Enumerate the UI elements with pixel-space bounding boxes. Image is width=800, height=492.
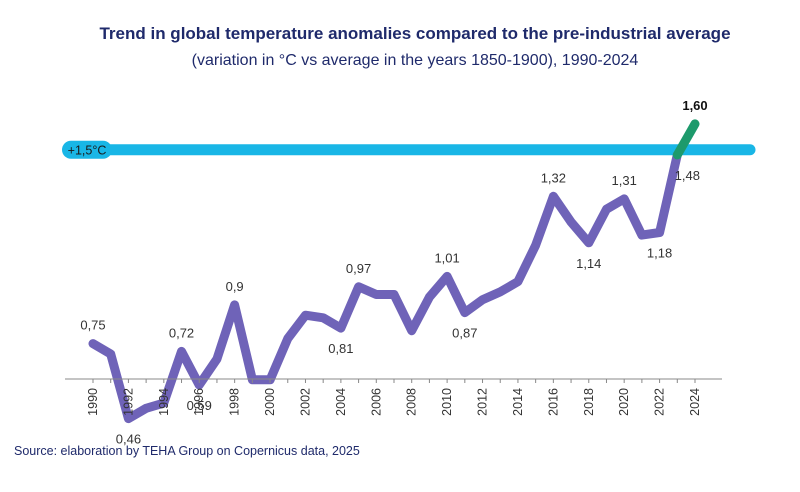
x-tick-label-2010: 2010: [440, 388, 454, 416]
data-label-1996: 0,59: [187, 398, 212, 413]
data-point-2003: [320, 315, 326, 321]
data-label-1995: 0,72: [169, 325, 194, 340]
x-tick-label-2022: 2022: [653, 388, 667, 416]
data-label-2010: 1,01: [434, 250, 459, 265]
data-label-2005: 0,97: [346, 261, 371, 276]
x-tick-label-2002: 2002: [298, 388, 312, 416]
data-label-2004: 0,81: [328, 341, 353, 356]
x-tick-label-2006: 2006: [369, 388, 383, 416]
data-point-2001: [285, 335, 291, 341]
series-line: [88, 150, 682, 424]
data-point-1990: [90, 341, 96, 347]
data-point-2021: [639, 232, 645, 238]
data-label-2011: 0,87: [452, 326, 477, 341]
source-note: Source: elaboration by TEHA Group on Cop…: [14, 444, 360, 458]
data-point-2018: [586, 240, 592, 246]
data-label-2016: 1,32: [541, 170, 566, 185]
x-tick-label-2014: 2014: [511, 388, 525, 416]
chart-title: Trend in global temperature anomalies co…: [99, 24, 731, 43]
x-tick-label-2012: 2012: [476, 388, 490, 416]
data-point-2005: [356, 284, 362, 290]
x-tick-label-1998: 1998: [228, 388, 242, 416]
data-point-2013: [497, 289, 503, 295]
data-point-2017: [568, 219, 574, 225]
data-point-2006: [373, 292, 379, 298]
threshold-pill: [62, 140, 112, 159]
data-point-1997: [214, 356, 220, 362]
x-tick-label-1992: 1992: [121, 388, 135, 416]
data-label-2018: 1,14: [576, 256, 601, 271]
data-point-2016: [550, 193, 556, 199]
data-label-2023: 1,48: [675, 168, 700, 183]
data-point-2020: [621, 196, 627, 202]
threshold-label: +1,5°C: [68, 143, 107, 157]
x-tick-label-2000: 2000: [263, 388, 277, 416]
x-tick-label-1996: 1996: [192, 388, 206, 416]
data-point-1995: [179, 348, 185, 354]
x-tick-label-1990: 1990: [86, 388, 100, 416]
data-point-2012: [480, 297, 486, 303]
data-label-2020: 1,31: [612, 173, 637, 188]
data-point-2007: [391, 292, 397, 298]
data-point-2015: [533, 242, 539, 248]
x-tick-label-2018: 2018: [582, 388, 596, 416]
x-tick-label-1994: 1994: [157, 388, 171, 416]
data-point-2011: [462, 310, 468, 316]
data-point-2009: [426, 294, 432, 300]
x-tick-label-2024: 2024: [688, 388, 702, 416]
data-label-1992: 0,46: [116, 432, 141, 447]
data-point-2024: [692, 121, 698, 127]
x-tick-label-2004: 2004: [334, 388, 348, 416]
data-point-2022: [657, 229, 663, 235]
x-tick-label-2008: 2008: [405, 388, 419, 416]
data-point-2002: [302, 312, 308, 318]
series-line-latest-segment: [672, 119, 700, 160]
data-label-2024: 1,60: [682, 98, 707, 113]
data-point-1993: [143, 405, 149, 411]
data-point-2010: [444, 273, 450, 279]
chart-subtitle: (variation in °C vs average in the years…: [191, 52, 639, 69]
data-point-2014: [515, 279, 521, 285]
data-label-1998: 0,9: [226, 279, 244, 294]
data-point-1991: [108, 351, 114, 357]
data-point-1998: [232, 302, 238, 308]
data-label-2022: 1,18: [647, 245, 672, 260]
data-point-2004: [338, 325, 344, 331]
data-point-2019: [603, 206, 609, 212]
data-point-2008: [409, 328, 415, 334]
data-label-1990: 0,75: [80, 318, 105, 333]
x-tick-label-2016: 2016: [546, 388, 560, 416]
data-point-2023: [674, 152, 680, 158]
x-tick-label-2020: 2020: [617, 388, 631, 416]
